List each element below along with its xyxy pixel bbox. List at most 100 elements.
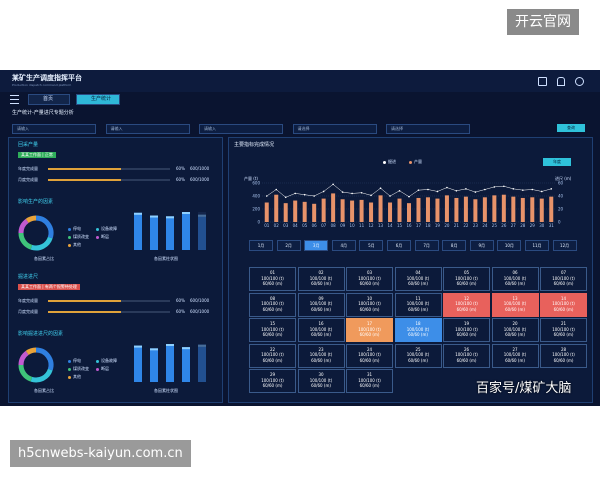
section-title: 回采产量	[18, 142, 39, 148]
day-cell[interactable]: 18 100/100 (t) 60/60 (m)	[394, 318, 442, 342]
day-day: 20	[512, 321, 518, 326]
x-tick-label: 08	[331, 223, 337, 228]
day-cell[interactable]: 23 100/100 (t) 60/60 (m)	[297, 343, 345, 368]
legend-label: 停电	[73, 358, 81, 363]
day-advance: 60/60 (m)	[262, 306, 283, 312]
day-cell[interactable]: 24 100/100 (t) 60/60 (m)	[346, 343, 393, 368]
day-cell[interactable]: 07 100/100 (t) 60/60 (m)	[540, 267, 587, 291]
x-tick-label: 22	[463, 223, 469, 228]
month-button[interactable]: 12月	[552, 240, 577, 251]
progress-fill	[48, 311, 122, 313]
chart-button[interactable]: 年度	[543, 158, 571, 166]
legend-label: 煤质改变	[73, 234, 89, 239]
day-cell[interactable]: 19 100/100 (t) 60/60 (m)	[443, 318, 490, 342]
factor-bar	[182, 347, 190, 382]
day-cell[interactable]: 25 100/100 (t) 60/60 (m)	[394, 343, 442, 368]
day-advance: 60/60 (m)	[408, 281, 428, 286]
filter-input[interactable]: 请输入	[105, 124, 190, 134]
day-cell[interactable]: 01 100/100 (t) 60/60 (m)	[249, 267, 296, 291]
x-tick-label: 12	[369, 223, 375, 228]
bar	[435, 198, 440, 222]
user-icon[interactable]	[575, 77, 584, 86]
day-advance: 60/60 (m)	[505, 306, 525, 312]
day-cell[interactable]: 20 100/100 (t) 60/60 (m)	[491, 318, 539, 342]
day-cell[interactable]: 16 100/100 (t) 60/60 (m)	[297, 318, 345, 342]
breadcrumb: 生产统计-产量进尺专题分析	[12, 110, 74, 116]
day-advance: 60/60 (m)	[311, 306, 331, 312]
day-cell[interactable]: 09 100/100 (t) 60/60 (m)	[297, 292, 345, 317]
day-produced: 100/100 (t)	[406, 275, 430, 281]
legend-label: 断层	[101, 366, 109, 371]
filter-input[interactable]: 请选择	[386, 124, 470, 134]
day-cell[interactable]: 11 100/100 (t) 60/60 (m)	[394, 292, 442, 317]
line-point	[341, 191, 344, 193]
menu-icon[interactable]	[10, 95, 19, 104]
day-cell[interactable]: 14 100/100 (t) 60/60 (m)	[540, 292, 587, 317]
day-day: 05	[463, 270, 470, 275]
filter-input[interactable]: 请输入	[199, 124, 283, 134]
day-advance: 60/60 (m)	[553, 332, 574, 337]
day-cell[interactable]: 15 100/100 (t) 60/60 (m)	[249, 318, 296, 342]
day-advance: 60/60 (m)	[553, 281, 574, 286]
day-cell[interactable]: 26 100/100 (t) 60/60 (m)	[443, 343, 490, 368]
day-cell[interactable]: 12 100/100 (t) 60/60 (m)	[443, 292, 490, 317]
day-cell[interactable]: 17 100/100 (t) 60/60 (m)	[346, 318, 393, 342]
day-day: 01	[269, 270, 276, 275]
day-cell[interactable]: 21 100/100 (t) 60/60 (m)	[540, 318, 587, 342]
day-cell[interactable]: 06 100/100 (t) 60/60 (m)	[491, 267, 539, 291]
month-button[interactable]: 2月	[276, 240, 301, 251]
day-advance: 60/60 (m)	[408, 332, 428, 337]
day-advance: 60/60 (m)	[553, 357, 574, 363]
month-button[interactable]: 7月	[414, 240, 439, 251]
month-button[interactable]: 4月	[331, 240, 356, 251]
day-cell[interactable]: 10 100/100 (t) 60/60 (m)	[346, 292, 393, 317]
line-point	[303, 193, 306, 196]
day-cell[interactable]: 08 100/100 (t) 60/60 (m)	[249, 292, 296, 317]
day-cell[interactable]: 02 100/100 (t) 60/60 (m)	[297, 267, 345, 291]
day-advance: 60/60 (m)	[262, 281, 283, 286]
day-cell[interactable]: 29 100/100 (t) 60/60 (m)	[249, 369, 296, 393]
tab[interactable]: 生产统计	[76, 94, 120, 105]
month-button[interactable]: 8月	[442, 240, 467, 251]
day-produced: 100/100 (t)	[358, 301, 381, 306]
factor-title: 影响生产的因素	[18, 199, 54, 205]
month-button[interactable]: 6月	[387, 240, 411, 251]
calendar-icon[interactable]	[538, 77, 547, 86]
day-advance: 60/60 (m)	[408, 357, 428, 363]
line-point	[379, 187, 382, 189]
filter-input[interactable]: 请选择	[292, 124, 377, 134]
day-cell[interactable]: 03 100/100 (t) 60/60 (m)	[346, 267, 393, 291]
x-tick-label: 05	[302, 223, 308, 228]
day-cell[interactable]: 13 100/100 (t) 60/60 (m)	[491, 292, 539, 317]
day-produced: 100/100 (t)	[552, 301, 575, 306]
x-tick-label: 17	[416, 223, 422, 228]
day-cell[interactable]: 30 100/100 (t) 60/60 (m)	[297, 369, 345, 393]
day-cell[interactable]: 05 100/100 (t) 60/60 (m)	[443, 267, 490, 291]
month-button[interactable]: 5月	[359, 240, 384, 251]
day-cell[interactable]: 31 100/100 (t) 60/60 (m)	[346, 369, 393, 393]
month-button[interactable]: 3月	[304, 240, 329, 251]
day-cell[interactable]: 28 100/100 (t) 60/60 (m)	[540, 343, 587, 368]
tab[interactable]: 首页	[28, 94, 70, 105]
bar	[274, 194, 279, 222]
progress-fill	[48, 300, 122, 302]
bell-icon[interactable]	[557, 77, 565, 86]
day-advance: 60/60 (m)	[456, 357, 477, 363]
query-button[interactable]: 查询	[557, 124, 585, 132]
day-cell[interactable]: 04 100/100 (t) 60/60 (m)	[394, 267, 442, 291]
day-produced: 100/100 (t)	[261, 275, 284, 281]
month-button[interactable]: 10月	[497, 240, 522, 251]
day-cell[interactable]: 27 100/100 (t) 60/60 (m)	[491, 343, 539, 368]
day-day: 09	[318, 295, 324, 301]
month-button[interactable]: 1月	[249, 240, 273, 251]
bar	[520, 197, 525, 222]
caption: 各因素占比	[34, 256, 54, 261]
month-button[interactable]: 11月	[525, 240, 549, 251]
x-tick-label: 30	[539, 223, 545, 228]
day-cell[interactable]: 22 100/100 (t) 60/60 (m)	[249, 343, 296, 368]
filter-input[interactable]: 请输入	[12, 124, 96, 134]
legend-label: 设备故障	[101, 358, 117, 363]
month-button[interactable]: 9月	[469, 240, 494, 251]
legend-swatch	[96, 368, 99, 371]
line-point	[540, 190, 543, 193]
